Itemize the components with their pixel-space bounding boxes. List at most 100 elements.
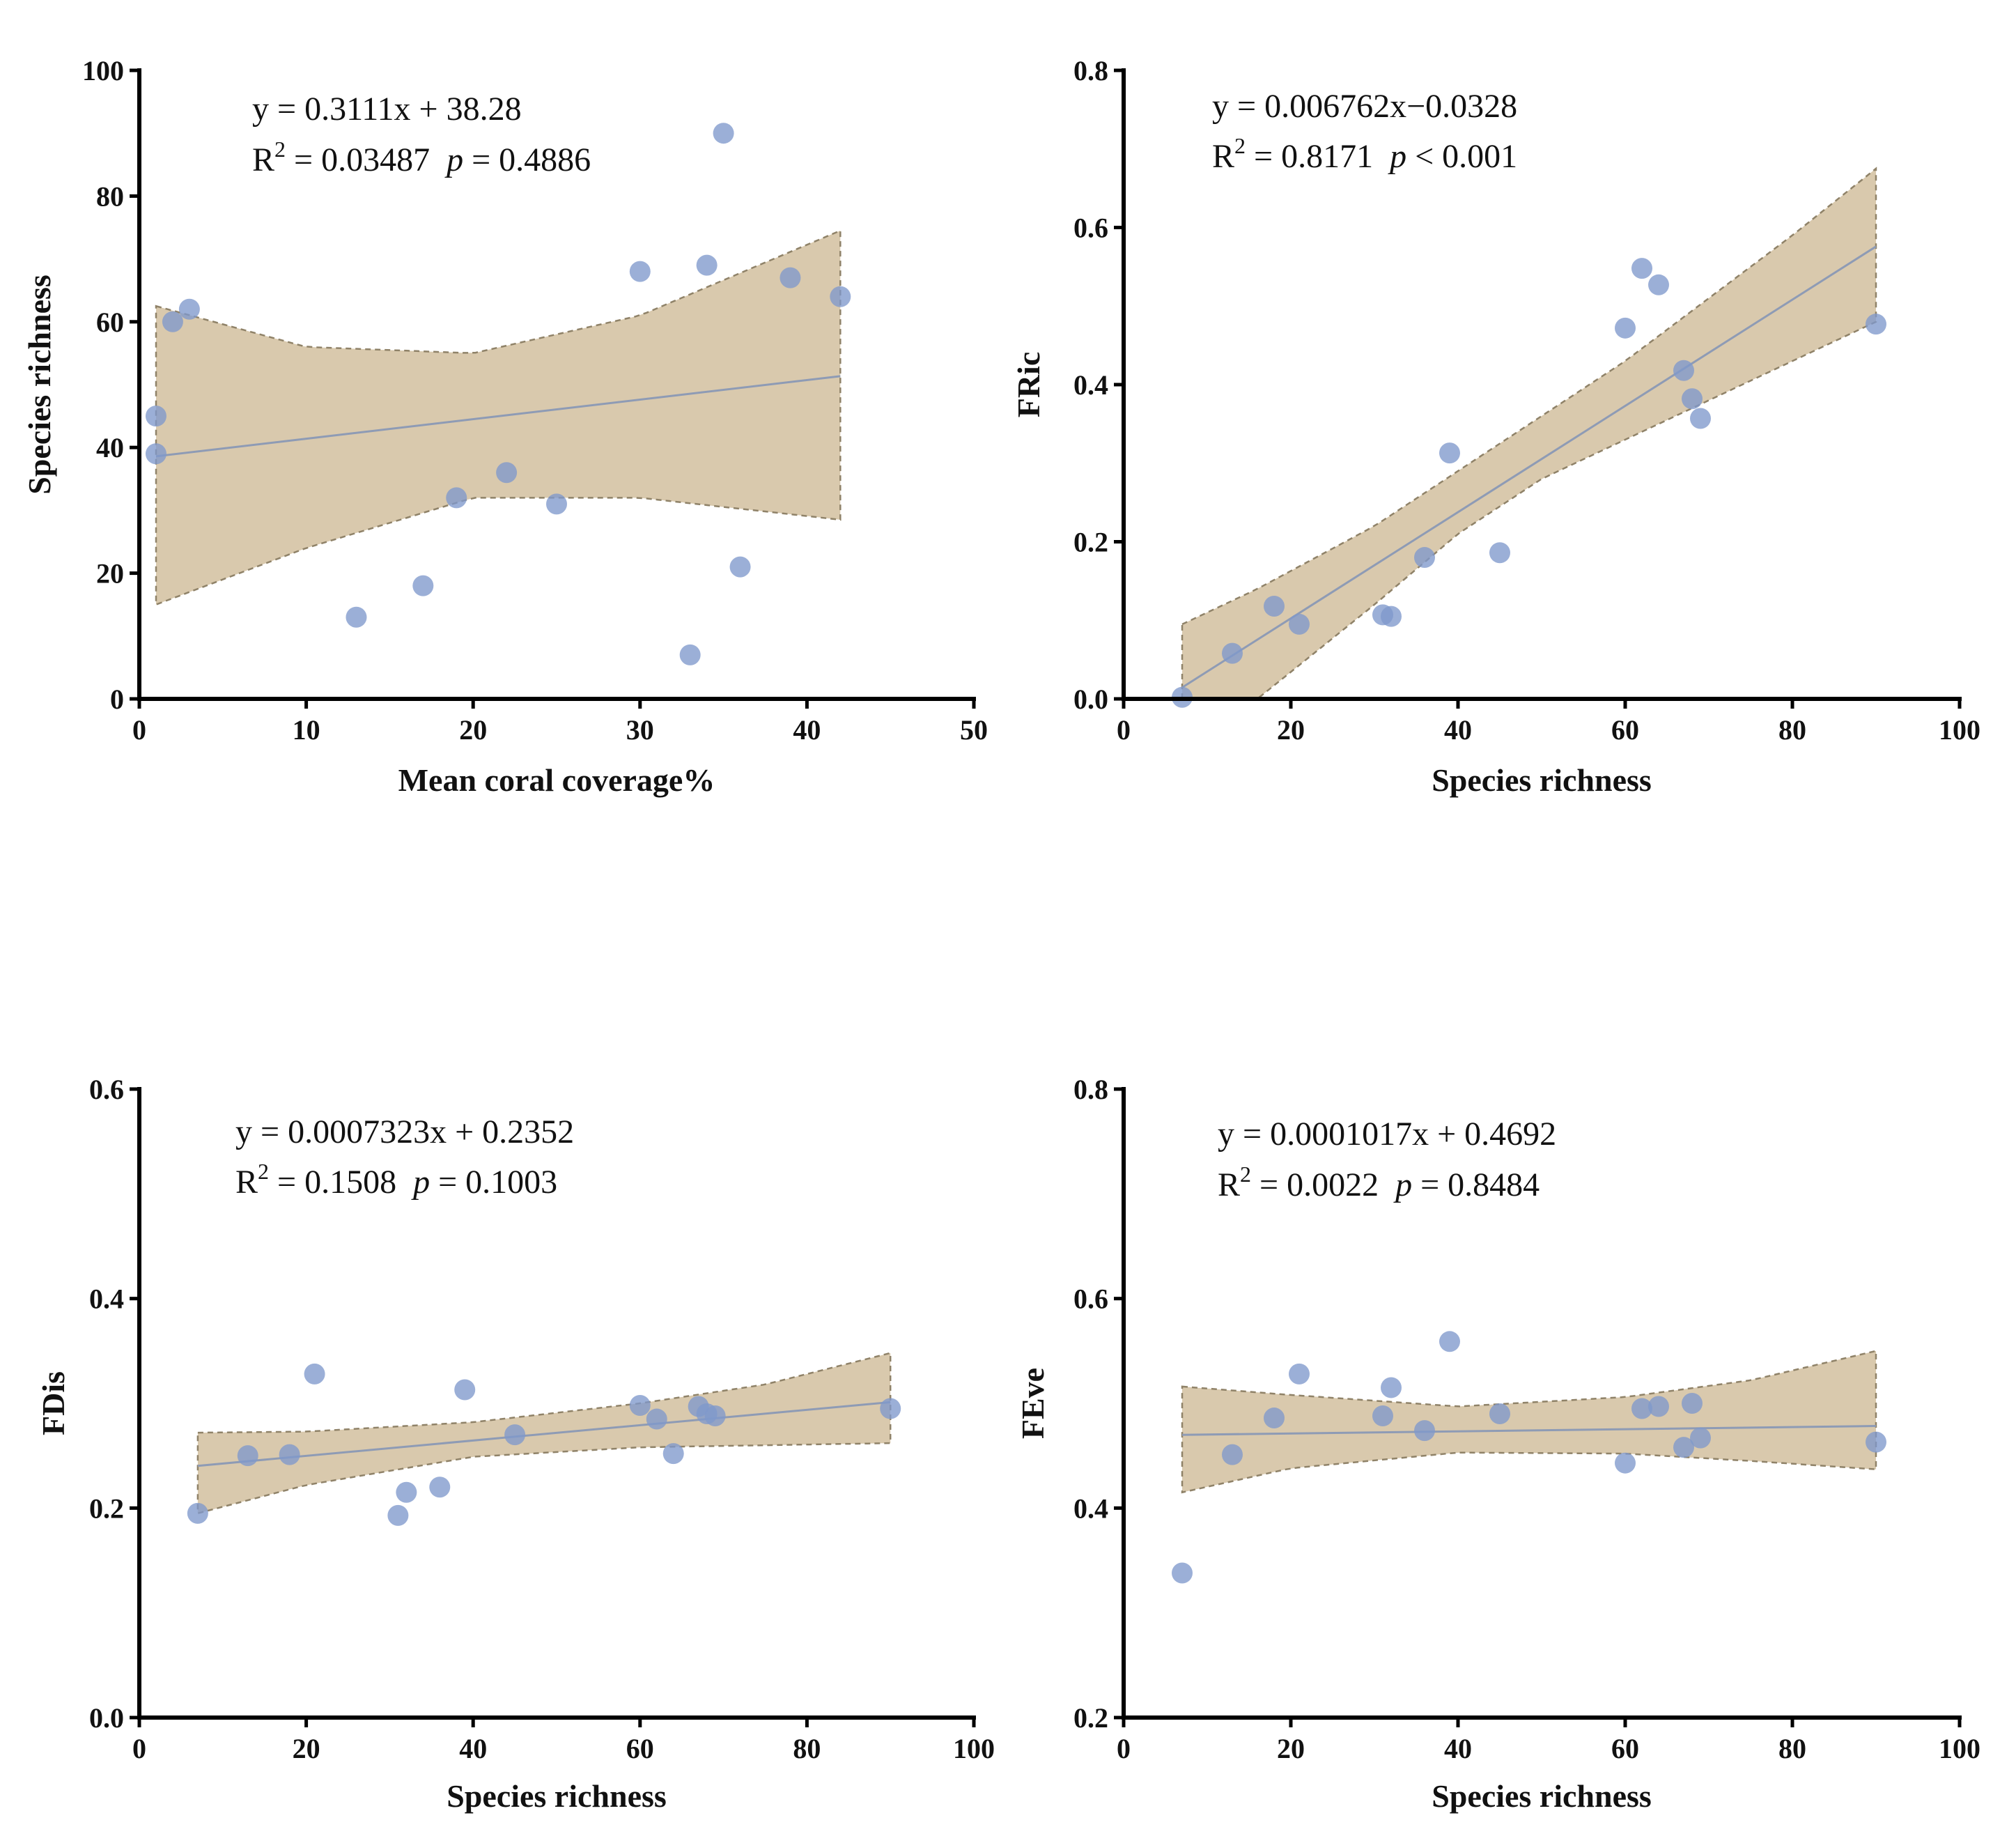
chart-panel-top-left: 0 10 20 30 40 50 0 20 40 60 80 100 Mean coral covera… — [22, 55, 988, 798]
data-point — [1414, 547, 1435, 569]
y-axis-title: Species richness — [22, 275, 57, 495]
x-tick-label: 40 — [1444, 714, 1472, 746]
data-point — [546, 493, 567, 515]
data-point — [1673, 360, 1694, 381]
regression-equation: y = 0.0007323x + 0.2352 — [235, 1113, 574, 1150]
regression-stats: R2 = 0.03487 p = 0.4886 — [252, 137, 591, 178]
data-point — [145, 406, 166, 427]
x-tick-label: 20 — [1277, 1733, 1305, 1764]
x-tick-label: 100 — [953, 1733, 995, 1764]
x-tick-label: 60 — [1611, 714, 1639, 746]
x-tick-label: 100 — [1939, 1733, 1980, 1764]
data-point — [646, 1408, 667, 1430]
data-point — [346, 606, 367, 628]
y-tick-label: 0.6 — [1073, 1283, 1108, 1315]
regression-line — [1181, 245, 1877, 688]
confidence-band — [1181, 167, 1877, 699]
data-point — [304, 1363, 325, 1385]
x-tick-label: 0 — [132, 1733, 146, 1764]
regression-line — [1181, 1425, 1877, 1436]
data-point — [713, 123, 734, 144]
y-tick-label: 100 — [82, 55, 124, 86]
data-point — [429, 1476, 451, 1498]
data-point — [1615, 317, 1636, 339]
data-point — [704, 1405, 726, 1427]
x-tick-label: 0 — [1117, 714, 1131, 746]
data-point — [1489, 1403, 1510, 1425]
x-tick-label: 30 — [626, 714, 654, 746]
data-point — [729, 556, 751, 578]
data-point — [679, 644, 701, 665]
regression-line — [155, 375, 841, 458]
x-axis-title: Species richness — [1432, 762, 1652, 798]
regression-stats: R2 = 0.0022 p = 0.8484 — [1218, 1162, 1540, 1203]
data-point — [279, 1444, 300, 1465]
y-tick-label: 0.2 — [89, 1493, 124, 1524]
regression-stats: R2 = 0.8171 p < 0.001 — [1212, 133, 1517, 175]
x-tick-label: 40 — [1444, 1733, 1472, 1764]
data-point — [187, 1502, 208, 1524]
data-point — [1439, 442, 1460, 464]
y-tick-label: 0.6 — [1073, 213, 1108, 244]
data-point — [1439, 1331, 1460, 1352]
y-tick-label: 0.4 — [89, 1283, 124, 1315]
y-tick-label: 0 — [110, 684, 124, 715]
data-point — [696, 254, 718, 276]
confidence-band — [1181, 1350, 1877, 1494]
x-tick-label: 0 — [132, 714, 146, 746]
x-tick-label: 100 — [1939, 714, 1980, 746]
data-point — [1682, 388, 1703, 410]
data-point — [162, 311, 183, 332]
y-tick-label: 0.0 — [89, 1702, 124, 1734]
data-point — [880, 1398, 901, 1419]
data-point — [454, 1379, 476, 1401]
data-point — [1381, 1377, 1402, 1398]
y-tick-label: 80 — [96, 180, 124, 212]
data-point — [1690, 408, 1711, 429]
x-tick-label: 20 — [459, 714, 487, 746]
x-tick-label: 10 — [293, 714, 320, 746]
y-tick-label: 0.2 — [1073, 527, 1108, 558]
chart-panel-bottom-right: 0 20 40 60 80 100 0.2 0.4 0.6 0.8 Species richness… — [1015, 1074, 1980, 1814]
data-point — [1222, 642, 1243, 664]
data-point — [1673, 1437, 1694, 1458]
chart-panel-top-right: 0 20 40 60 80 100 0.0 0.2 0.4 0.6 0.8 Species richn… — [1011, 55, 1980, 798]
data-point — [178, 298, 200, 320]
regression-line — [197, 1401, 891, 1467]
y-axis-title: FRic — [1011, 352, 1046, 418]
data-point — [780, 267, 801, 288]
x-axis-title: Mean coral coverage% — [398, 762, 715, 798]
data-point — [496, 462, 518, 484]
regression-stats: R2 = 0.1508 p = 0.1003 — [235, 1159, 557, 1201]
data-point — [446, 487, 467, 509]
x-tick-label: 20 — [1277, 714, 1305, 746]
x-axis-title: Species richness — [447, 1778, 667, 1814]
data-point — [1866, 314, 1886, 335]
y-tick-label: 0.8 — [1073, 55, 1108, 86]
x-tick-label: 40 — [793, 714, 821, 746]
data-point — [629, 1395, 651, 1417]
data-point — [1372, 1405, 1393, 1427]
regression-equation: y = 0.006762x−0.0328 — [1212, 88, 1517, 125]
data-point — [1489, 542, 1510, 564]
data-point — [1289, 1363, 1310, 1385]
data-point — [1682, 1393, 1703, 1414]
y-axis-title: FEve — [1015, 1368, 1050, 1439]
data-point — [1648, 1396, 1669, 1417]
x-tick-label: 40 — [459, 1733, 487, 1764]
y-tick-label: 20 — [96, 558, 124, 589]
data-point — [629, 261, 651, 282]
y-tick-label: 40 — [96, 432, 124, 463]
data-point — [1264, 1408, 1285, 1429]
regression-equation: y = 0.3111x + 38.28 — [252, 91, 522, 128]
data-point — [1414, 1420, 1435, 1442]
x-tick-label: 0 — [1117, 1733, 1131, 1764]
data-point — [1264, 595, 1285, 617]
data-point — [504, 1424, 526, 1446]
data-point — [1866, 1431, 1886, 1453]
y-tick-label: 0.4 — [1073, 1493, 1108, 1524]
data-point — [1648, 274, 1669, 295]
data-point — [1631, 258, 1652, 279]
